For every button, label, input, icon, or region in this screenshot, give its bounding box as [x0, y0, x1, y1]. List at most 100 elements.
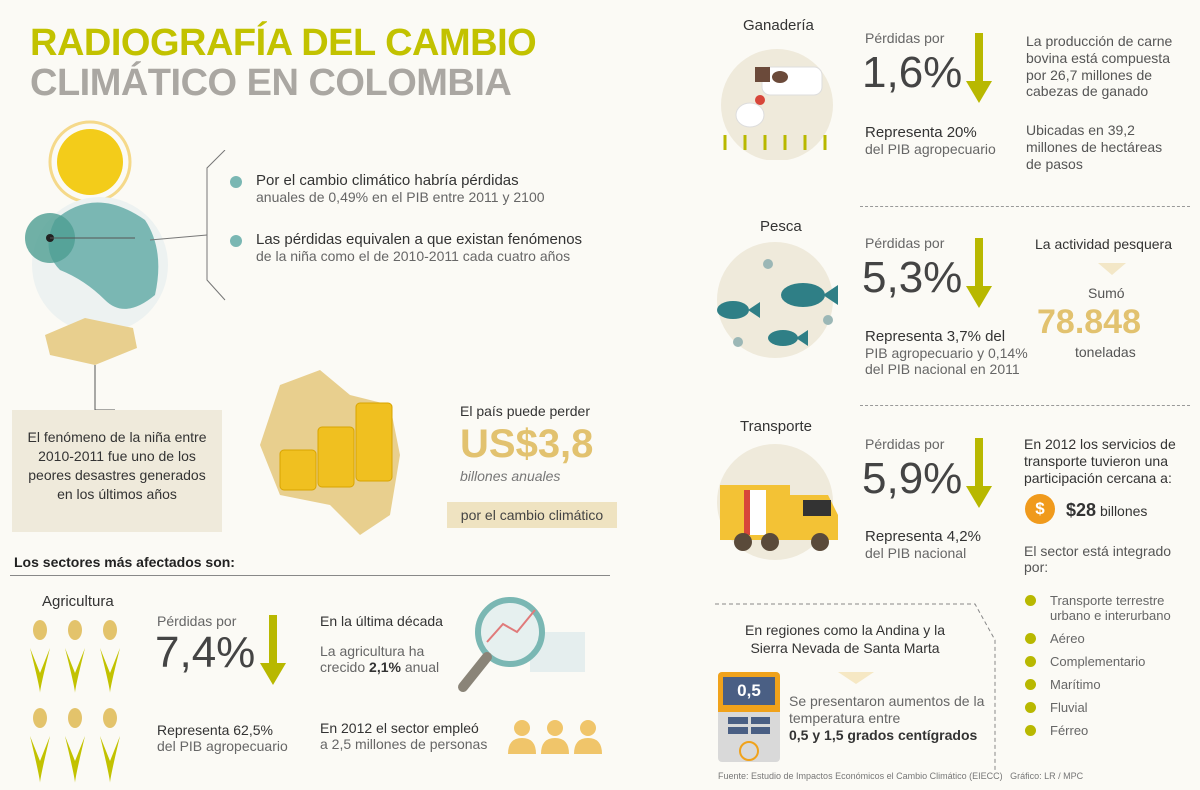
pesca-loss-label: Pérdidas por — [865, 235, 945, 251]
down-arrow-icon — [966, 438, 992, 508]
pointer-triangle — [1098, 263, 1126, 275]
rep-text: del PIB agropecuario — [157, 738, 288, 754]
transport-list: Transporte terrestre urbano e interurban… — [1025, 593, 1200, 746]
bullet-strong: Por el cambio climático habría pérdidas — [256, 172, 519, 189]
bullet-dot — [1025, 702, 1036, 713]
decade-suffix: anual — [404, 659, 440, 675]
agricultura-name: Agricultura — [42, 593, 114, 610]
amount-value: $28 — [1066, 500, 1097, 520]
bullet-dot — [1025, 656, 1036, 667]
divider — [10, 575, 610, 576]
globe-sun-illustration — [25, 120, 168, 411]
intro-bullet: Por el cambio climático habría pérdidas a… — [230, 172, 590, 205]
ganaderia-rep: Representa 20% del PIB agropecuario — [865, 124, 996, 157]
source-note: Fuente: Estudio de Impactos Económicos e… — [718, 771, 1084, 781]
bullet-dot — [230, 176, 242, 188]
thermometer-icon: 0,5 — [718, 672, 780, 762]
rep-text: PIB agropecuario y 0,14% del PIB naciona… — [865, 345, 1028, 377]
thermometer-value: 0,5 — [723, 677, 775, 705]
down-arrow-icon — [966, 33, 992, 103]
nina-box: El fenómeno de la niña entre 2010-2011 f… — [12, 410, 222, 532]
rep-strong: Representa 20% — [865, 124, 977, 141]
decade-value: 2,1% — [369, 659, 401, 675]
item-label: Aéreo — [1050, 631, 1085, 646]
divider — [860, 206, 1190, 207]
item-label: Complementario — [1050, 654, 1146, 669]
employment-text: a 2,5 millones de personas — [320, 736, 488, 752]
rep-strong: Representa 4,2% — [865, 528, 981, 545]
loss-lead: El país puede perder — [460, 403, 590, 419]
bullet-text: de la niña como el de 2010-2011 cada cua… — [256, 248, 571, 264]
loss-amount: US$3,8 — [460, 422, 594, 466]
transporte-integrated: El sector está integrado por: — [1024, 543, 1172, 575]
ganaderia-info2: Ubicadas en 39,2 millones de hectáreas d… — [1026, 122, 1163, 172]
ganaderia-loss-label: Pérdidas por — [865, 30, 945, 46]
title-line1: RADIOGRAFÍA DEL CAMBIO — [30, 22, 537, 64]
transport-list-item: Aéreo — [1025, 631, 1200, 646]
transporte-loss-label: Pérdidas por — [865, 436, 945, 452]
title-line2: CLIMÁTICO EN COLOMBIA — [30, 62, 512, 104]
transporte-loss-value: 5,9% — [862, 454, 963, 503]
rep-strong: Representa 3,7% del — [865, 328, 1006, 345]
rep-text: del PIB nacional — [865, 545, 967, 561]
loss-tag: por el cambio climático — [447, 502, 617, 528]
down-arrow-icon — [966, 238, 992, 308]
transport-list-item: Complementario — [1025, 654, 1200, 669]
rep-strong: Representa 62,5% — [157, 722, 273, 738]
transport-list-item: Marítimo — [1025, 677, 1200, 692]
employment: En 2012 el sector empleó a 2,5 millones d… — [320, 720, 487, 752]
thermometer-dial — [739, 741, 759, 761]
magnifier-chart-icon — [458, 597, 585, 692]
cattle-icon — [721, 49, 833, 160]
thermometer-display: 0,5 — [718, 672, 780, 712]
pesca-activity: La actividad pesquera — [1035, 236, 1172, 252]
regiones-text-lead: Se presentaron aumentos de la temperatur… — [789, 693, 985, 726]
bullet-dot — [1025, 595, 1036, 606]
transporte-name: Transporte — [740, 418, 812, 435]
decade-text-lead: La agricultura ha crecido — [320, 643, 425, 675]
bullet-dot — [230, 235, 242, 247]
rep-text: del PIB agropecuario — [865, 141, 996, 157]
dollar-coin-icon: $ — [1025, 494, 1055, 524]
down-arrow-icon — [260, 615, 286, 685]
transport-list-item: Férreo — [1025, 723, 1200, 738]
fish-icon — [717, 242, 838, 358]
agricultura-rep: Representa 62,5% del PIB agropecuario — [157, 722, 288, 754]
pesca-name: Pesca — [760, 218, 802, 235]
pesca-value: 78.848 — [1037, 303, 1141, 341]
regiones-strong: 0,5 y 1,5 grados centígrados — [789, 726, 978, 743]
pesca-unit: toneladas — [1075, 344, 1136, 360]
pesca-rep: Representa 3,7% del PIB agropecuario y 0,… — [865, 328, 1035, 377]
pointer-triangle — [838, 672, 874, 684]
amount-unit: billones — [1099, 503, 1148, 519]
intro-bullets: Por el cambio climático habría pérdidas a… — [230, 172, 590, 264]
pesca-loss-value: 5,3% — [862, 253, 963, 302]
bullet-strong: Las pérdidas equivalen a que existan fen… — [256, 231, 583, 248]
ganaderia-info1: La producción de carne bovina está compu… — [1026, 33, 1173, 100]
item-label: Marítimo — [1050, 677, 1101, 692]
colombia-map-coins-illustration — [260, 370, 400, 535]
transporte-amount: $28 billones — [1066, 500, 1147, 521]
employment-strong: En 2012 el sector empleó — [320, 720, 479, 736]
corn-icon — [30, 620, 120, 783]
transport-list-item: Fluvial — [1025, 700, 1200, 715]
decade-text: La agricultura ha crecido 2,1% anual — [320, 643, 460, 675]
decade-title: En la última década — [320, 613, 443, 629]
bullet-text: anuales de 0,49% en el PIB entre 2011 y … — [256, 189, 545, 205]
callout-bracket — [149, 150, 226, 301]
transporte-info: En 2012 los servicios de transporte tuvi… — [1024, 436, 1176, 486]
truck-icon — [717, 444, 838, 560]
ganaderia-loss-value: 1,6% — [862, 48, 963, 97]
item-label: Fluvial — [1050, 700, 1088, 715]
intro-bullet: Las pérdidas equivalen a que existan fen… — [230, 231, 590, 264]
item-label: Férreo — [1050, 723, 1089, 738]
bullet-dot — [1025, 633, 1036, 644]
regiones-dashed-frame — [715, 603, 996, 770]
ganaderia-name: Ganadería — [743, 17, 814, 34]
sectors-heading: Los sectores más afectados son: — [14, 554, 235, 570]
regiones-title: En regiones como la Andina y la Sierra N… — [744, 622, 945, 656]
transport-list-item: Transporte terrestre urbano e interurban… — [1025, 593, 1200, 623]
divider — [860, 405, 1190, 406]
item-label: Transporte terrestre urbano e interurban… — [1050, 593, 1171, 623]
agricultura-loss-label: Pérdidas por — [157, 613, 237, 629]
